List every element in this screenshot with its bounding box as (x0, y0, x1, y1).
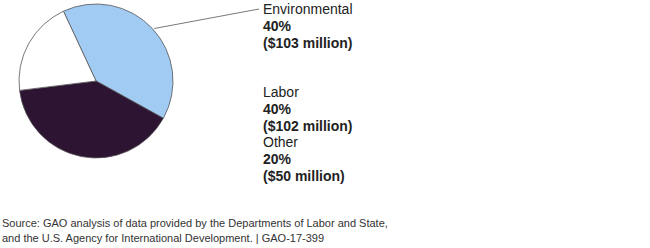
labels: Environmental40%($103 million)Labor40%($… (263, 1, 353, 184)
category-label: Labor (263, 84, 299, 100)
chart: Environmental40%($103 million)Labor40%($… (0, 0, 650, 248)
value-label: 40% (263, 18, 292, 34)
category-label: Environmental (263, 1, 353, 17)
source-note: and the U.S. Agency for International De… (2, 232, 324, 244)
pie (19, 4, 173, 158)
amount-label: ($50 million) (263, 168, 345, 184)
source-note: Source: GAO analysis of data provided by… (2, 217, 388, 229)
amount-label: ($102 million) (263, 118, 352, 134)
pie-slice (19, 11, 96, 90)
category-label: Other (263, 134, 298, 150)
amount-label: ($103 million) (263, 35, 352, 51)
source: Source: GAO analysis of data provided by… (2, 217, 388, 244)
pie-slice (20, 81, 164, 158)
value-label: 20% (263, 151, 292, 167)
leader-line (154, 9, 259, 28)
leaders (154, 9, 259, 28)
value-label: 40% (263, 101, 292, 117)
